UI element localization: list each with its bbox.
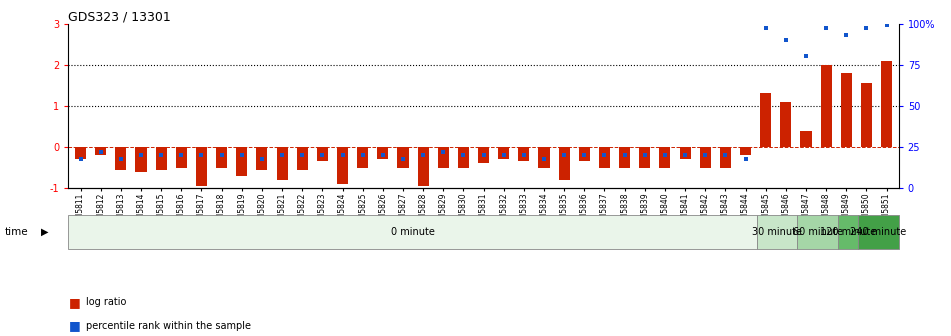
- Bar: [599, 147, 610, 168]
- Bar: [75, 147, 87, 159]
- Bar: [236, 147, 247, 176]
- Text: 240 minute: 240 minute: [850, 227, 906, 237]
- Bar: [277, 147, 287, 180]
- Text: percentile rank within the sample: percentile rank within the sample: [86, 321, 251, 331]
- Bar: [838, 215, 858, 249]
- Bar: [881, 60, 892, 147]
- Bar: [619, 147, 631, 168]
- Text: 120 minute: 120 minute: [820, 227, 876, 237]
- Text: GDS323 / 13301: GDS323 / 13301: [68, 10, 171, 23]
- Bar: [498, 147, 510, 159]
- Bar: [858, 215, 899, 249]
- Bar: [95, 147, 107, 155]
- Bar: [720, 147, 731, 168]
- Bar: [558, 147, 570, 180]
- Bar: [680, 147, 690, 159]
- Bar: [176, 147, 186, 168]
- Bar: [639, 147, 650, 168]
- Bar: [337, 147, 348, 184]
- Bar: [659, 147, 670, 168]
- Bar: [457, 147, 469, 168]
- Text: 60 minute: 60 minute: [793, 227, 843, 237]
- Bar: [196, 147, 207, 186]
- Bar: [156, 147, 166, 170]
- Bar: [378, 147, 388, 159]
- Text: ▶: ▶: [41, 227, 49, 237]
- Bar: [821, 65, 832, 147]
- Bar: [518, 147, 530, 161]
- Bar: [861, 83, 872, 147]
- Bar: [757, 215, 798, 249]
- Bar: [417, 147, 429, 186]
- Bar: [115, 147, 126, 170]
- Bar: [478, 147, 489, 164]
- Bar: [358, 147, 368, 168]
- Bar: [437, 147, 449, 168]
- Bar: [700, 147, 710, 168]
- Text: time: time: [5, 227, 29, 237]
- Bar: [216, 147, 227, 168]
- Bar: [841, 73, 852, 147]
- Bar: [257, 147, 267, 170]
- Bar: [798, 215, 838, 249]
- Bar: [538, 147, 550, 168]
- Bar: [760, 93, 771, 147]
- Bar: [135, 147, 146, 172]
- Bar: [801, 131, 811, 147]
- Bar: [297, 147, 308, 170]
- Bar: [781, 102, 791, 147]
- Text: ■: ■: [68, 320, 80, 332]
- Bar: [398, 147, 409, 168]
- Bar: [68, 215, 757, 249]
- Text: log ratio: log ratio: [86, 297, 126, 307]
- Text: 30 minute: 30 minute: [752, 227, 803, 237]
- Bar: [740, 147, 751, 155]
- Bar: [579, 147, 590, 161]
- Bar: [317, 147, 328, 161]
- Text: 0 minute: 0 minute: [391, 227, 435, 237]
- Text: ■: ■: [68, 296, 80, 309]
